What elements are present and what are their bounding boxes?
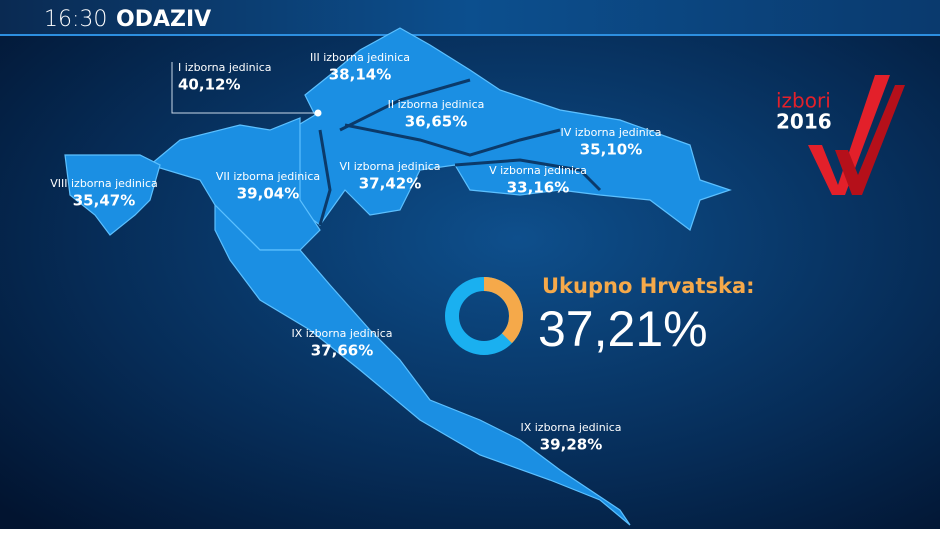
district-turnout: 40,12% — [178, 76, 240, 94]
logo-v2 — [835, 85, 905, 195]
region-istria — [64, 154, 161, 236]
district-turnout: 39,28% — [540, 436, 602, 454]
donut-arc — [445, 277, 523, 355]
borders — [318, 78, 602, 226]
top-bar — [0, 0, 940, 36]
district-name: IX izborna jedinica — [291, 327, 392, 340]
district-turnout: 37,42% — [359, 175, 421, 193]
total-value: 37,21% — [538, 301, 708, 357]
region-north — [269, 27, 732, 231]
logo-year: 2016 — [776, 110, 832, 134]
region-lika — [148, 117, 321, 251]
border — [339, 78, 471, 132]
time: 16:30 — [44, 7, 107, 32]
top-bar-edge — [0, 34, 940, 36]
border — [318, 129, 332, 226]
district-name: VIII izborna jedinica — [50, 177, 158, 190]
logo-v — [808, 75, 890, 195]
district-name: III izborna jedinica — [310, 51, 410, 64]
total-label: Ukupno Hrvatska: — [542, 274, 755, 298]
district-turnout: 33,16% — [507, 179, 569, 197]
title: ODAZIV — [116, 7, 211, 32]
district-turnout: 35,47% — [73, 192, 135, 210]
district-name: VI izborna jedinica — [339, 160, 440, 173]
district-turnout: 37,66% — [311, 342, 373, 360]
district-name: VII izborna jedinica — [216, 170, 320, 183]
district-name: IV izborna jedinica — [560, 126, 661, 139]
logo-word: izbori — [776, 89, 831, 113]
logo: izbori 2016 — [776, 75, 905, 195]
district-name: IX izborna jedinica — [520, 421, 621, 434]
pointer-dot — [314, 109, 322, 117]
region-dalmatia — [214, 203, 631, 526]
district-name: II izborna jedinica — [388, 98, 485, 111]
pointer-line — [171, 62, 318, 114]
border — [454, 158, 602, 192]
border — [344, 123, 561, 157]
district-turnout: 39,04% — [237, 185, 299, 203]
district-turnout: 38,14% — [329, 66, 391, 84]
district-turnout: 36,65% — [405, 113, 467, 131]
map — [64, 27, 732, 526]
district-turnout: 35,10% — [580, 141, 642, 159]
district-name: I izborna jedinica — [178, 61, 272, 74]
district-name: V izborna jedinica — [489, 164, 587, 177]
